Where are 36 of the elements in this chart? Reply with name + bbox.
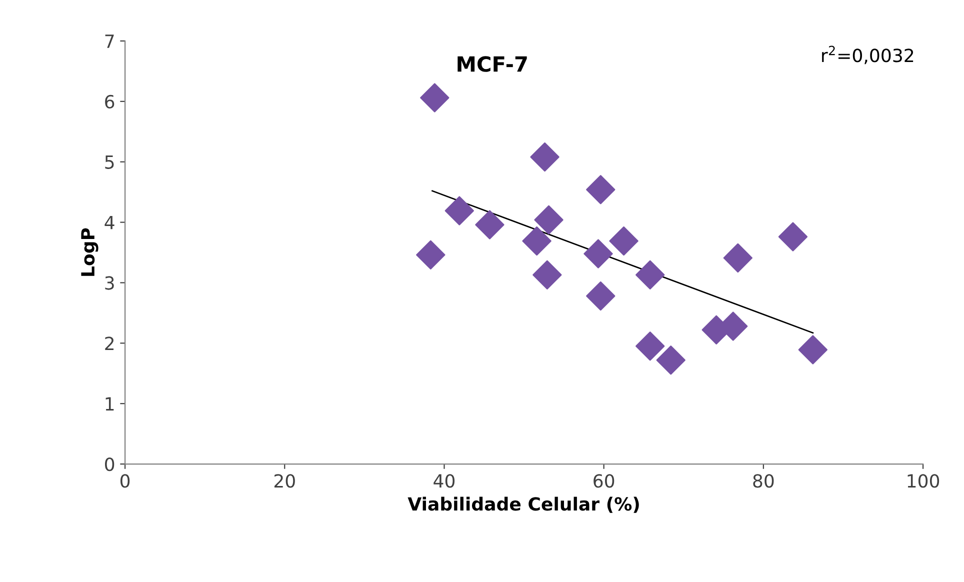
point [522,226,552,256]
y-tick-label: 0 [105,457,114,472]
point [586,281,616,311]
point [444,196,474,226]
y-tick-label: 2 [105,336,114,350]
y-tick-label: 4 [104,216,114,230]
x-tick-label: 20 [274,474,295,488]
y-tick-label: 5 [105,156,114,169]
y-tick-label: 3 [105,276,114,290]
point [778,222,808,252]
point [636,260,665,290]
y-tick-label: 1 [106,397,114,410]
x-tick-label: 0 [120,474,130,488]
x-tick-label: 100 [908,474,940,488]
point [609,226,638,256]
annotation: r$^{2}$=0,0032 [822,46,914,64]
point [475,210,504,240]
point [656,345,686,375]
point [636,332,665,361]
point [723,243,752,273]
y-axis-title: LogP [81,228,98,276]
point [532,260,562,290]
x-tick-label: 60 [594,474,614,488]
point [584,239,613,268]
point [534,205,564,234]
y-tick-label: 6 [105,94,114,109]
point [798,335,828,364]
point [530,142,560,172]
y-tick-label: 7 [105,34,114,48]
point [420,83,450,112]
x-axis-title: Viabilidade Celular (%) [408,496,639,513]
x-tick-label: 80 [753,474,774,488]
text: MCF-7 [458,56,527,72]
point [586,175,616,204]
x-tick-label: 40 [434,474,455,488]
point [416,240,446,270]
